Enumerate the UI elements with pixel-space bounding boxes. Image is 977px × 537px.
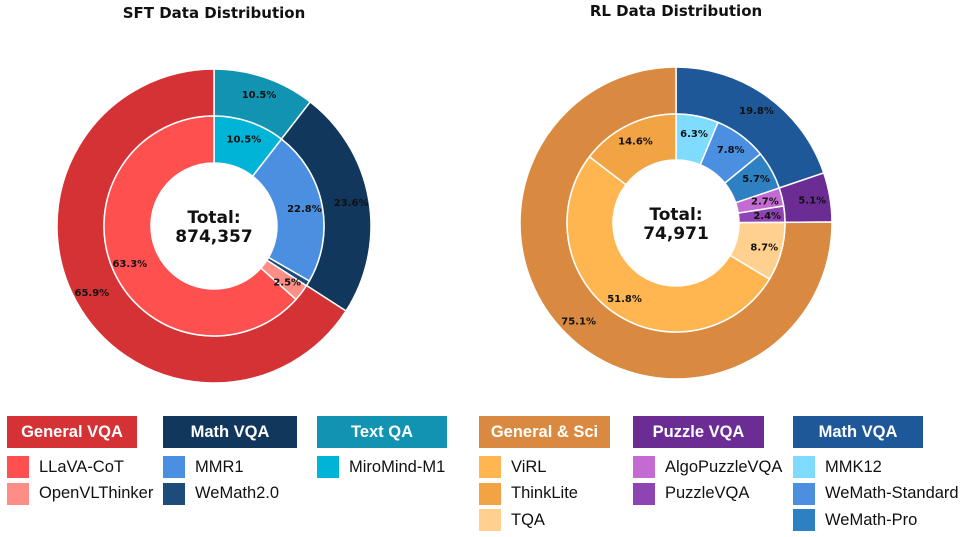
- inner-slice-thinklite: [588, 113, 677, 186]
- legend-item-label: WeMath-Standard: [825, 484, 959, 503]
- outer-label-math-vqa: 19.8%: [739, 106, 774, 117]
- sft-total-value: 874,357: [175, 227, 252, 247]
- rl-chart-title: RL Data Distribution: [590, 2, 762, 20]
- legend-item-wemath-pro: WeMath-Pro: [793, 507, 975, 534]
- legend-swatch: [163, 456, 185, 479]
- inner-slice-llava-cot: [103, 115, 297, 337]
- legend-item-mmk12: MMK12: [793, 454, 975, 481]
- legend-header-general-vqa: General VQA: [7, 416, 137, 448]
- sft-outer-ring: [56, 68, 372, 384]
- legend-item-label: MMR1: [195, 457, 244, 476]
- legend-swatch: [793, 509, 815, 532]
- legend-item-llava-cot: LLaVA-CoT: [7, 454, 165, 481]
- outer-label-general-sci: 75.1%: [561, 316, 596, 327]
- legend-item-wemath2: WeMath2.0: [163, 481, 298, 508]
- legend-item-openvlthinker: OpenVLThinker: [7, 481, 165, 508]
- legend-item-label: WeMath-Pro: [825, 510, 918, 529]
- inner-label-openvlthinker: 2.5%: [273, 277, 301, 288]
- inner-label-puzzlevqa: 2.4%: [753, 211, 781, 222]
- legend-item-tqa: TQA: [479, 507, 610, 534]
- legend-item-puzzlevqa: PuzzleVQA: [633, 481, 783, 508]
- legend-header-general-sci: General & Sci: [479, 416, 610, 448]
- sft-chart-title: SFT Data Distribution: [123, 4, 306, 22]
- legend-swatch: [479, 456, 501, 479]
- inner-slice-virl: [566, 155, 771, 333]
- donut-charts: SFT Data Distribution 10.5%23.6%65.9%10.…: [56, 2, 833, 384]
- inner-label-miromind-m1: 10.5%: [227, 134, 262, 145]
- legend-item-label: OpenVLThinker: [39, 484, 154, 503]
- legend-swatch: [793, 482, 815, 505]
- legend-item-label: ThinkLite: [511, 484, 578, 503]
- legend-item-mmr1: MMR1: [163, 454, 298, 481]
- legend-swatch: [793, 456, 815, 479]
- outer-label-puzzle-vqa: 5.1%: [798, 196, 826, 207]
- legend-item-label: TQA: [511, 510, 545, 529]
- legend-puzzle-vqa: Puzzle VQA AlgoPuzzleVQA PuzzleVQA: [633, 416, 783, 507]
- rl-inner-ring: [566, 113, 786, 333]
- rl-chart: RL Data Distribution 19.8% 5.1% 75.1% 6.3% 7…: [519, 2, 833, 380]
- legend-item-wemath-standard: WeMath-Standard: [793, 481, 975, 508]
- inner-slice-mmr1: [251, 138, 325, 283]
- legend-swatch: [479, 482, 501, 505]
- inner-label-thinklite: 14.6%: [618, 136, 653, 147]
- inner-label-wemath-standard: 7.8%: [717, 145, 745, 156]
- inner-label-wemath-pro: 5.7%: [742, 174, 770, 185]
- legend-item-label: MMK12: [825, 457, 882, 476]
- legend-swatch: [7, 456, 29, 479]
- rl-total-value: 74,971: [643, 224, 709, 244]
- outer-label-general-vqa: 65.9%: [75, 288, 110, 299]
- legend-item-algopuzzlevqa: AlgoPuzzleVQA: [633, 454, 783, 481]
- legend-header-puzzle-vqa: Puzzle VQA: [633, 416, 764, 448]
- inner-label-algopuzzlevqa: 2.7%: [751, 197, 779, 208]
- rl-total-label: Total:: [649, 205, 702, 225]
- legend-item-label: WeMath2.0: [195, 484, 280, 503]
- legend-header-math-vqa-rl: Math VQA: [793, 416, 923, 448]
- legend-item-label: MiroMind-M1: [349, 457, 446, 476]
- rl-outer-ring: [519, 66, 833, 380]
- legend-item-virl: ViRL: [479, 454, 610, 481]
- legend-math-vqa-sft: Math VQA MMR1 WeMath2.0: [163, 416, 298, 507]
- legend-swatch: [479, 509, 501, 532]
- legend-math-vqa-rl: Math VQA MMK12 WeMath-Standard WeMath-Pr…: [793, 416, 975, 534]
- legend-header-text-qa: Text QA: [317, 416, 447, 448]
- sft-total-label: Total:: [187, 208, 240, 228]
- inner-label-tqa: 8.7%: [750, 243, 778, 254]
- outer-label-text-qa: 10.5%: [242, 90, 277, 101]
- legend-text-qa: Text QA MiroMind-M1: [317, 416, 457, 481]
- legend-swatch: [317, 456, 339, 479]
- legend-general-sci: General & Sci ViRL ThinkLite TQA: [479, 416, 610, 534]
- legend-item-label: ViRL: [511, 457, 547, 476]
- inner-label-mmr1: 22.8%: [287, 204, 322, 215]
- legend-general-vqa: General VQA LLaVA-CoT OpenVLThinker: [7, 416, 165, 507]
- legend-swatch: [7, 482, 29, 505]
- legend-header-math-vqa-sft: Math VQA: [163, 416, 297, 448]
- legend-swatch: [633, 456, 655, 479]
- sft-slice-labels: 10.5% 23.6% 65.9% 10.5% 22.8% 2.5% 63.3%: [75, 90, 369, 299]
- rl-slice-labels: 19.8% 5.1% 75.1% 6.3% 7.8% 5.7% 2.7% 2.4% 8.7% 51…: [561, 106, 826, 327]
- outer-label-math-vqa: 23.6%: [334, 198, 369, 209]
- inner-label-virl: 51.8%: [607, 294, 642, 305]
- legend-item-thinklite: ThinkLite: [479, 481, 610, 508]
- legend-swatch: [633, 482, 655, 505]
- legend-item-label: AlgoPuzzleVQA: [665, 457, 783, 476]
- legend-swatch: [163, 482, 185, 505]
- inner-label-llava-cot: 63.3%: [113, 259, 148, 270]
- legend-item-miromind: MiroMind-M1: [317, 454, 457, 481]
- sft-inner-ring: [103, 115, 325, 337]
- legend-item-label: PuzzleVQA: [665, 484, 750, 503]
- legend-item-label: LLaVA-CoT: [39, 457, 124, 476]
- sft-chart: SFT Data Distribution 10.5%23.6%65.9%10.…: [56, 4, 372, 384]
- inner-label-mmk12: 6.3%: [680, 129, 708, 140]
